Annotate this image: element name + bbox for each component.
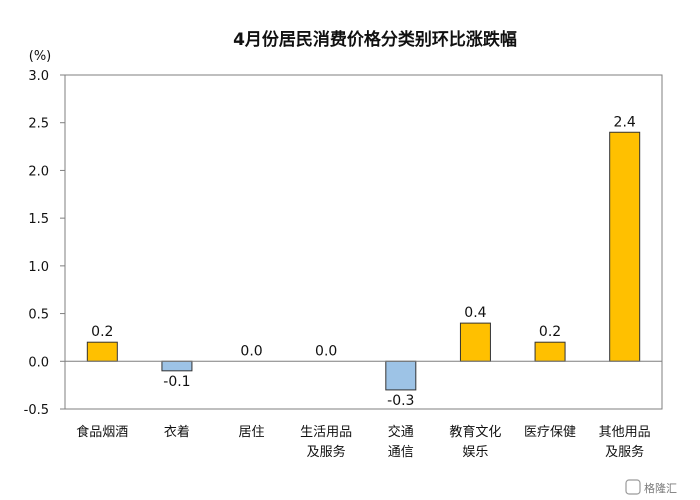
x-category-label: 教育文化 — [449, 424, 501, 440]
bar — [534, 341, 566, 362]
x-category-label: 生活用品 — [300, 425, 352, 440]
x-category-label: 娱乐 — [462, 445, 488, 460]
bar — [609, 131, 641, 362]
x-category-label: 及服务 — [605, 444, 644, 460]
y-tick-label: 3.0 — [28, 69, 49, 84]
bar — [86, 341, 118, 362]
y-tick-label: 0.0 — [28, 355, 49, 370]
x-category-label: 及服务 — [307, 444, 346, 460]
y-tick-label: -0.5 — [24, 403, 49, 418]
bar — [385, 360, 417, 391]
x-category-label: 医疗保健 — [524, 425, 576, 440]
x-category-label: 其他用品 — [599, 425, 651, 440]
y-tick-label: 2.0 — [28, 164, 49, 179]
x-category-label: 通信 — [388, 445, 414, 460]
data-label: -0.3 — [387, 393, 414, 409]
watermark-text: 格隆汇 — [644, 481, 677, 495]
y-tick-label: 1.5 — [28, 212, 49, 227]
data-label: 0.2 — [91, 324, 113, 340]
data-label: 2.4 — [614, 114, 636, 130]
bar — [459, 322, 491, 362]
watermark: 格隆汇 — [625, 479, 677, 495]
bar — [161, 360, 193, 372]
data-label: 0.0 — [240, 343, 262, 359]
x-category-label: 衣着 — [164, 424, 190, 440]
x-category-label: 食品烟酒 — [76, 424, 128, 440]
plot-area — [64, 74, 663, 410]
chart-title: 4月份居民消费价格分类别环比涨跌幅 — [233, 29, 517, 50]
y-tick-label: 0.5 — [28, 308, 49, 323]
y-tick-label: 2.5 — [28, 117, 49, 132]
data-label: -0.1 — [163, 374, 190, 390]
y-tick-label: 1.0 — [28, 260, 49, 275]
data-label: 0.0 — [315, 343, 337, 359]
y-unit-label: (%) — [29, 49, 52, 64]
x-category-label: 交通 — [388, 424, 414, 440]
data-label: 0.2 — [539, 324, 561, 340]
x-category-label: 居住 — [239, 425, 265, 440]
data-label: 0.4 — [464, 305, 486, 321]
